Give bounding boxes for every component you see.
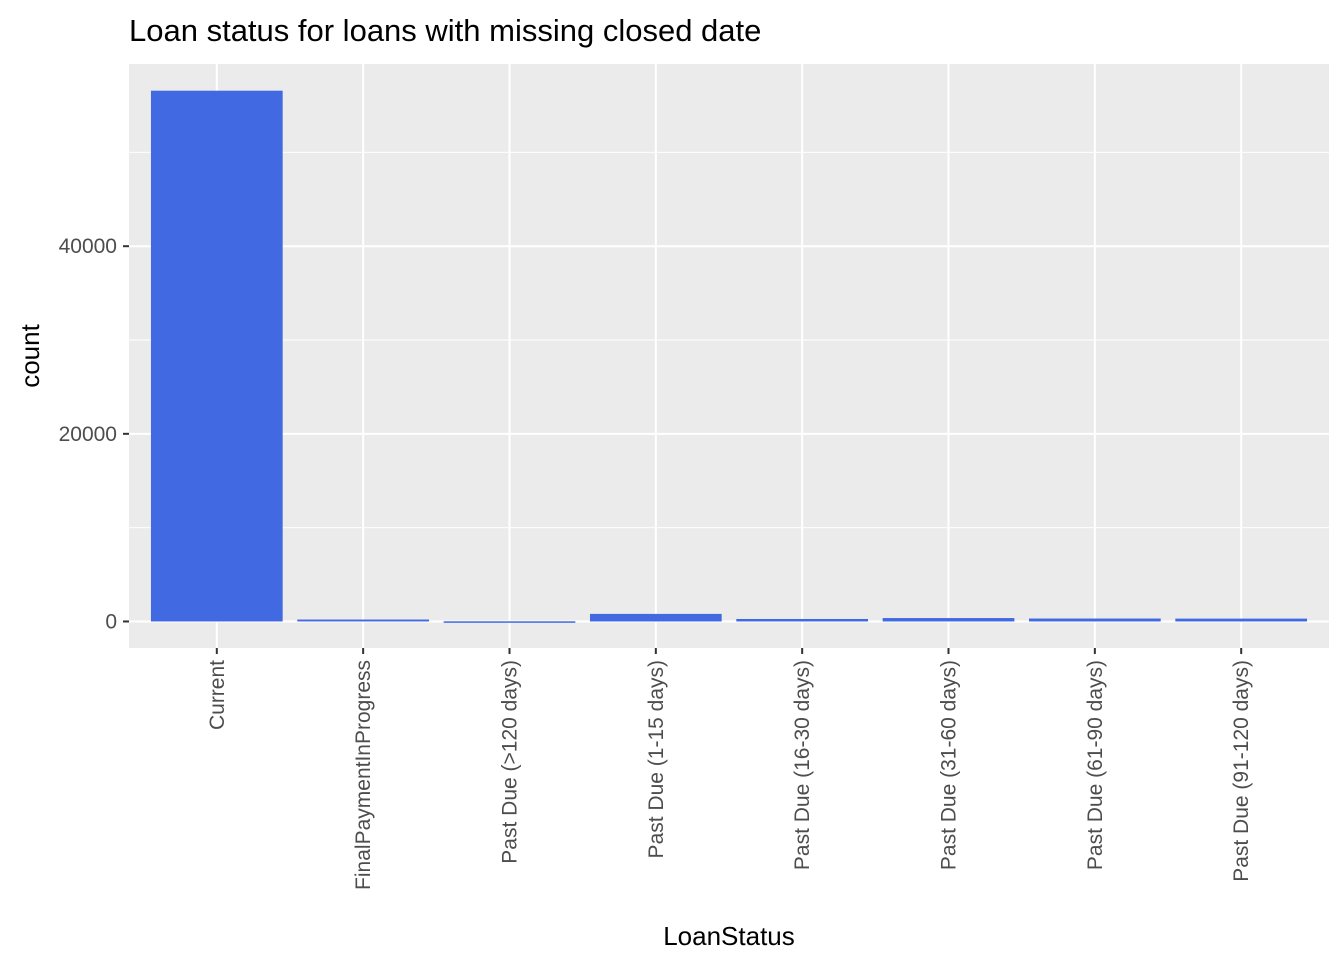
y-tick-label: 20000	[59, 423, 117, 446]
bar-past-due-91-120-days	[1175, 618, 1308, 622]
x-tick-label: Past Due (31-60 days)	[938, 660, 961, 870]
x-tick-label: Past Due (61-90 days)	[1084, 660, 1107, 870]
x-axis: Current FinalPaymentInProgress Past Due (>…	[206, 648, 1253, 890]
bar-past-due-31-60-days	[882, 618, 1015, 622]
y-tick-label: 0	[105, 610, 117, 633]
bar-finalpaymentinprogress	[297, 619, 429, 622]
x-tick-label: Past Due (>120 days)	[498, 660, 521, 864]
chart-title: Loan status for loans with missing close…	[129, 13, 761, 48]
bar-past-due-16-30-days	[736, 618, 869, 622]
plot-panel	[129, 64, 1329, 648]
bar-past-due-61-90-days	[1029, 618, 1161, 622]
x-tick-label: FinalPaymentInProgress	[352, 660, 375, 890]
major-gridlines	[129, 64, 1329, 648]
y-axis-title: count	[15, 323, 45, 387]
x-tick-label: Current	[206, 660, 229, 730]
bar-past-due-1-15-days	[589, 613, 722, 622]
x-axis-title: LoanStatus	[663, 921, 795, 951]
minor-gridlines	[129, 151, 1329, 529]
bar-past-due-120-days	[443, 621, 576, 623]
y-tick-label: 40000	[59, 235, 117, 258]
bar-current	[150, 90, 283, 622]
x-tick-label: Past Due (16-30 days)	[791, 660, 814, 870]
x-tick-label: Past Due (91-120 days)	[1230, 660, 1253, 882]
y-axis: 0 20000 40000	[59, 235, 129, 633]
x-tick-label: Past Due (1-15 days)	[645, 660, 668, 858]
bars	[150, 90, 1308, 623]
